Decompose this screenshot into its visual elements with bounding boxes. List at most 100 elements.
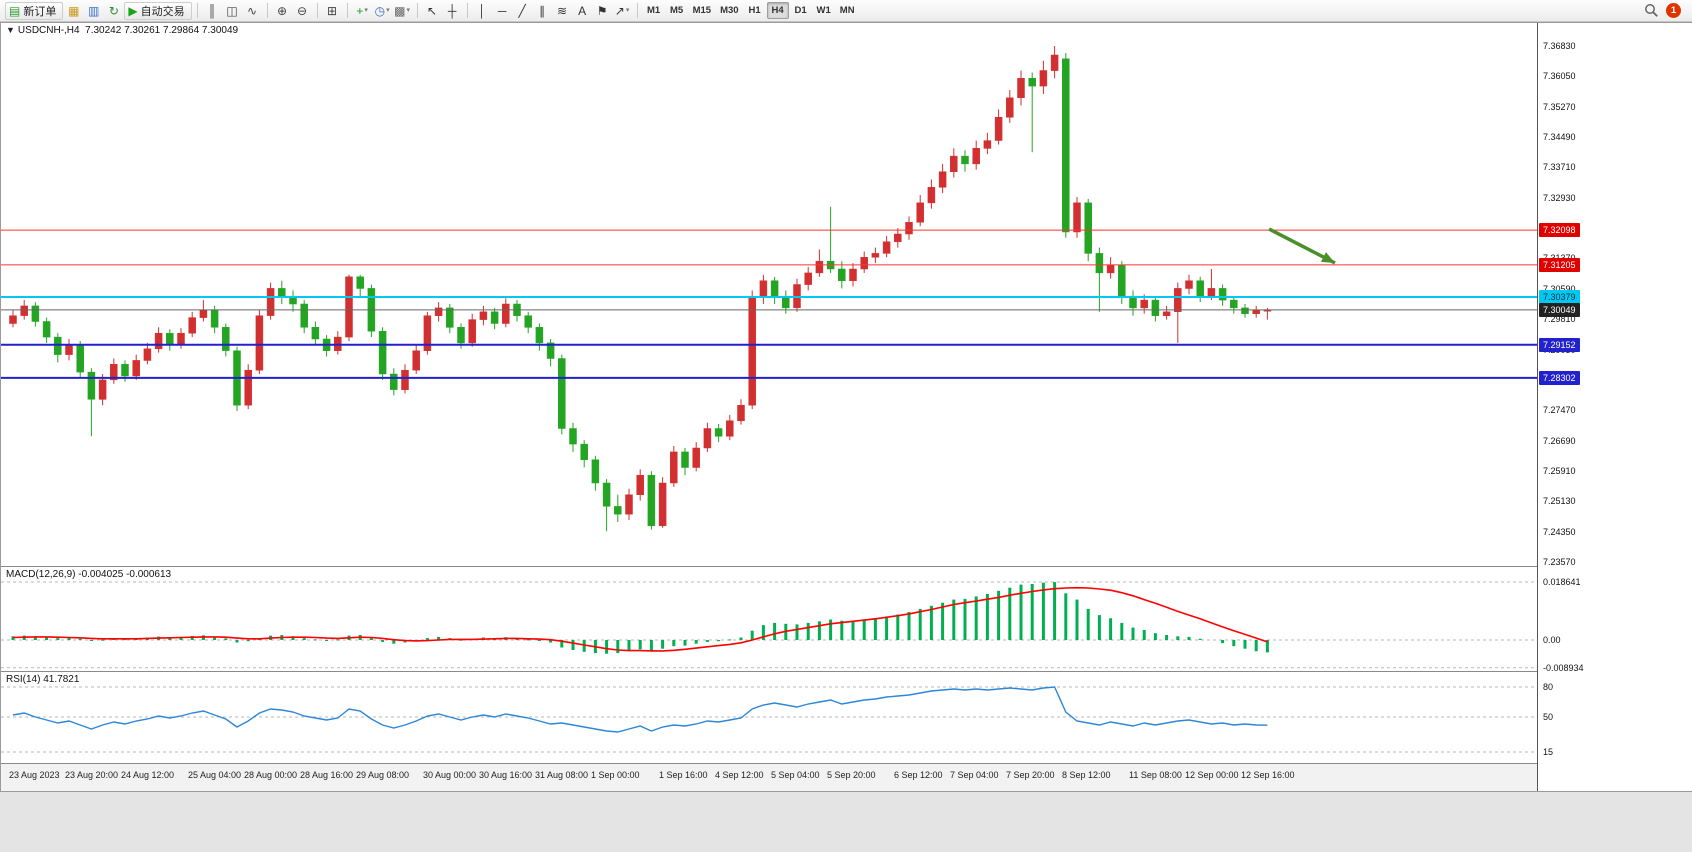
horizontal-line-icon[interactable]: ─	[497, 3, 507, 18]
macd-axis-tick: 0.00	[1543, 635, 1561, 645]
price-axis-tick: 7.36830	[1543, 41, 1576, 51]
time-axis-label: 12 Sep 00:00	[1185, 770, 1239, 780]
price-level-badge: 7.31205	[1539, 258, 1580, 272]
macd-name: MACD(12,26,9)	[6, 569, 76, 580]
vertical-line-icon[interactable]: │	[478, 3, 486, 18]
periods-icon[interactable]: ◷ ▾	[374, 3, 390, 18]
timeframe-m15-button[interactable]: M15	[692, 5, 712, 16]
time-axis-label: 28 Aug 16:00	[300, 770, 354, 780]
price-level-badge: 7.32098	[1539, 223, 1580, 237]
time-axis-label: 5 Sep 20:00	[827, 770, 876, 780]
refresh-icon[interactable]: ↻	[108, 3, 119, 18]
ohlc-quotes: 7.30242 7.30261 7.29864 7.30049	[85, 25, 239, 36]
chart-window: ▼ USDCNH-,H4 7.30242 7.30261 7.29864 7.30…	[0, 22, 1692, 792]
macd-panel[interactable]: MACD(12,26,9) -0.004025 -0.000613	[1, 567, 1537, 672]
crosshair-icon[interactable]: ┼	[447, 3, 457, 18]
notification-badge[interactable]: 1	[1666, 3, 1681, 18]
add-indicator-icon[interactable]: + ▾	[356, 3, 368, 18]
toolbar-separator	[466, 3, 468, 18]
profiles-icon[interactable]: ▥	[88, 3, 100, 18]
line-chart-icon[interactable]: ∿	[247, 3, 258, 18]
time-axis-label: 31 Aug 08:00	[535, 770, 589, 780]
price-level-badge: 7.30379	[1539, 290, 1580, 304]
time-axis-label: 1 Sep 16:00	[659, 770, 708, 780]
time-axis-label: 7 Sep 20:00	[1006, 770, 1055, 780]
equidistant-channel-icon[interactable]: ∥	[539, 3, 546, 18]
timeframe-m30-button[interactable]: M30	[720, 5, 739, 16]
charts-icon[interactable]: ▦	[68, 3, 80, 18]
price-chart-panel[interactable]: ▼ USDCNH-,H4 7.30242 7.30261 7.29864 7.30…	[1, 23, 1537, 567]
time-axis-label: 30 Aug 00:00	[423, 770, 477, 780]
price-axis-tick: 7.34490	[1543, 132, 1576, 142]
time-axis-label: 5 Sep 04:00	[771, 770, 820, 780]
price-axis-tick: 7.30590	[1543, 284, 1576, 294]
timeframe-m5-button[interactable]: M5	[669, 5, 684, 16]
time-axis-label: 8 Sep 12:00	[1062, 770, 1111, 780]
toolbar-separator	[416, 3, 418, 18]
new-order-button[interactable]: ▤ 新订单	[5, 1, 64, 20]
window-background	[0, 792, 1692, 852]
toolbar-separator	[196, 3, 198, 18]
time-axis-label: 1 Sep 00:00	[591, 770, 640, 780]
toolbar-separator	[346, 3, 348, 18]
autotrading-icon: ▶	[128, 3, 138, 18]
rsi-name: RSI(14)	[6, 674, 41, 685]
zoom-out-icon[interactable]: ⊖	[297, 3, 308, 18]
timeframe-mn-button[interactable]: MN	[839, 5, 855, 16]
symbol-overlay: ▼ USDCNH-,H4 7.30242 7.30261 7.29864 7.30…	[6, 25, 238, 36]
price-axis-tick: 7.23570	[1543, 557, 1576, 567]
rsi-axis-tick: 80	[1543, 682, 1554, 692]
new-order-label: 新订单	[23, 5, 57, 18]
time-axis-label: 11 Sep 08:00	[1129, 770, 1182, 780]
templates-icon[interactable]: ▩ ▾	[394, 3, 410, 18]
chevron-down-icon: ▾	[406, 7, 410, 14]
rsi-value: 41.7821	[43, 674, 80, 685]
chevron-down-icon: ▾	[625, 7, 630, 14]
new-order-icon: ▤	[9, 3, 21, 18]
time-axis-label: 4 Sep 12:00	[715, 770, 764, 780]
cursor-icon[interactable]: ↖	[427, 3, 438, 18]
price-axis-tick: 7.35270	[1543, 102, 1576, 112]
toolbar-separator	[316, 3, 318, 18]
rsi-chart[interactable]	[1, 672, 1537, 764]
candlestick-chart[interactable]	[1, 23, 1537, 567]
price-axis[interactable]: 7.36830 7.36050 7.35270 7.34490 7.33710 7.329…	[1537, 23, 1692, 791]
macd-values: -0.004025 -0.000613	[78, 569, 172, 580]
macd-label: MACD(12,26,9) -0.004025 -0.000613	[6, 569, 171, 580]
price-axis-tick: 7.27470	[1543, 405, 1576, 415]
candlestick-chart-icon[interactable]: ◫	[226, 3, 238, 18]
search-icon[interactable]	[1642, 2, 1661, 20]
timeframe-h1-button[interactable]: H1	[748, 5, 761, 16]
price-level-badge: 7.29152	[1539, 338, 1580, 352]
text-icon[interactable]: A	[578, 3, 587, 18]
bar-chart-icon[interactable]: ║	[207, 3, 217, 18]
time-axis-label: 23 Aug 20:00	[65, 770, 119, 780]
text-label-icon[interactable]: ⚑	[596, 3, 608, 18]
one-click-trading-toggle-icon[interactable]: ▼	[6, 25, 15, 35]
time-axis-label: 30 Aug 16:00	[479, 770, 533, 780]
trendline-icon[interactable]: ╱	[518, 3, 526, 18]
price-axis-tick: 7.29810	[1543, 314, 1576, 324]
time-axis-label: 24 Aug 12:00	[121, 770, 175, 780]
zoom-in-icon[interactable]: ⊕	[277, 3, 288, 18]
macd-axis-tick: -0.008934	[1543, 663, 1584, 673]
price-level-badge: 7.28302	[1539, 371, 1580, 385]
toolbar-separator	[636, 3, 638, 18]
timeframe-m1-button[interactable]: M1	[646, 5, 661, 16]
tile-windows-icon[interactable]: ⊞	[327, 3, 338, 18]
macd-chart[interactable]	[1, 567, 1537, 672]
timeframe-h4-button[interactable]: H4	[766, 2, 789, 19]
chevron-down-icon: ▾	[364, 7, 368, 14]
price-axis-tick: 7.25130	[1543, 496, 1576, 506]
toolbar: ▤ 新订单 ▦ ▥ ↻ ▶ 自动交易 ║ ◫ ∿ ⊕ ⊖ ⊞ + ▾ ◷ ▾ ▩ ▾ ↖ ┼ │ ─ ╱ ∥ ≋ A ⚑ ↗ ▾ M1 M5 M…	[0, 0, 1692, 22]
autotrading-button[interactable]: ▶ 自动交易	[124, 1, 192, 20]
fibonacci-icon[interactable]: ≋	[557, 3, 568, 18]
rsi-label: RSI(14) 41.7821	[6, 674, 79, 685]
time-axis-label: 23 Aug 2023	[9, 770, 60, 780]
time-axis[interactable]: 23 Aug 2023 23 Aug 20:00 24 Aug 12:00 25 Au…	[1, 764, 1537, 791]
price-axis-tick: 7.33710	[1543, 162, 1576, 172]
timeframe-w1-button[interactable]: W1	[816, 5, 831, 16]
timeframe-d1-button[interactable]: D1	[794, 5, 807, 16]
arrows-icon[interactable]: ↗ ▾	[614, 3, 630, 18]
rsi-panel[interactable]: RSI(14) 41.7821	[1, 672, 1537, 764]
